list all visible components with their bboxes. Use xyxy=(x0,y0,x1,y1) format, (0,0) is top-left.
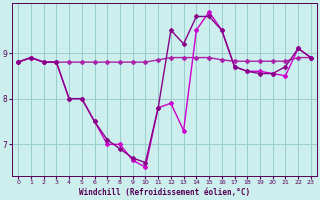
X-axis label: Windchill (Refroidissement éolien,°C): Windchill (Refroidissement éolien,°C) xyxy=(79,188,250,197)
